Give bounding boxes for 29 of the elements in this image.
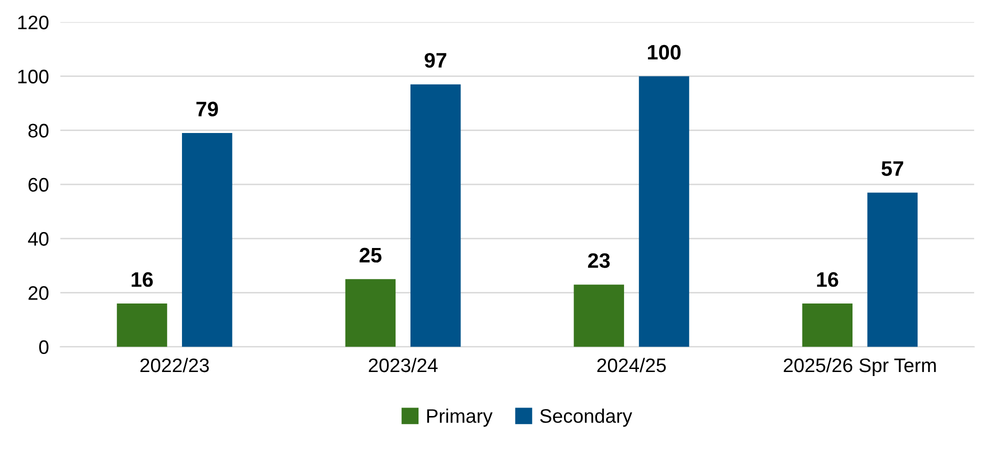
x-tick-label: 2023/24 <box>368 358 438 372</box>
data-label: 16 <box>817 272 838 287</box>
data-label: 97 <box>424 52 446 68</box>
y-tick-label: 40 <box>28 232 48 246</box>
y-tick-label: 20 <box>28 286 48 300</box>
bar <box>182 133 232 347</box>
bar <box>638 76 690 347</box>
x-tick-label: 2022/23 <box>140 358 209 372</box>
x-tick-label: 2025/26 Spr Term <box>784 358 936 376</box>
x-tick-label: 2024/25 <box>597 358 666 372</box>
data-label: 16 <box>132 272 153 287</box>
legend-label: Primary <box>427 408 493 427</box>
data-label: 25 <box>360 248 382 263</box>
bar <box>574 284 624 347</box>
data-label: 23 <box>588 253 610 268</box>
y-tick-label: 120 <box>18 16 48 30</box>
y-tick-label: 60 <box>28 178 48 192</box>
data-label: 100 <box>648 44 681 60</box>
data-label: 79 <box>196 102 218 116</box>
y-tick-label: 100 <box>18 70 48 84</box>
legend-label: Secondary <box>540 408 632 427</box>
bar <box>116 304 168 347</box>
bar <box>867 192 918 347</box>
data-label: 57 <box>882 161 904 176</box>
y-tick-label: 80 <box>28 124 48 138</box>
bar <box>410 84 461 347</box>
bar <box>802 304 853 347</box>
bar <box>345 279 396 347</box>
y-tick-label: 0 <box>39 340 48 354</box>
